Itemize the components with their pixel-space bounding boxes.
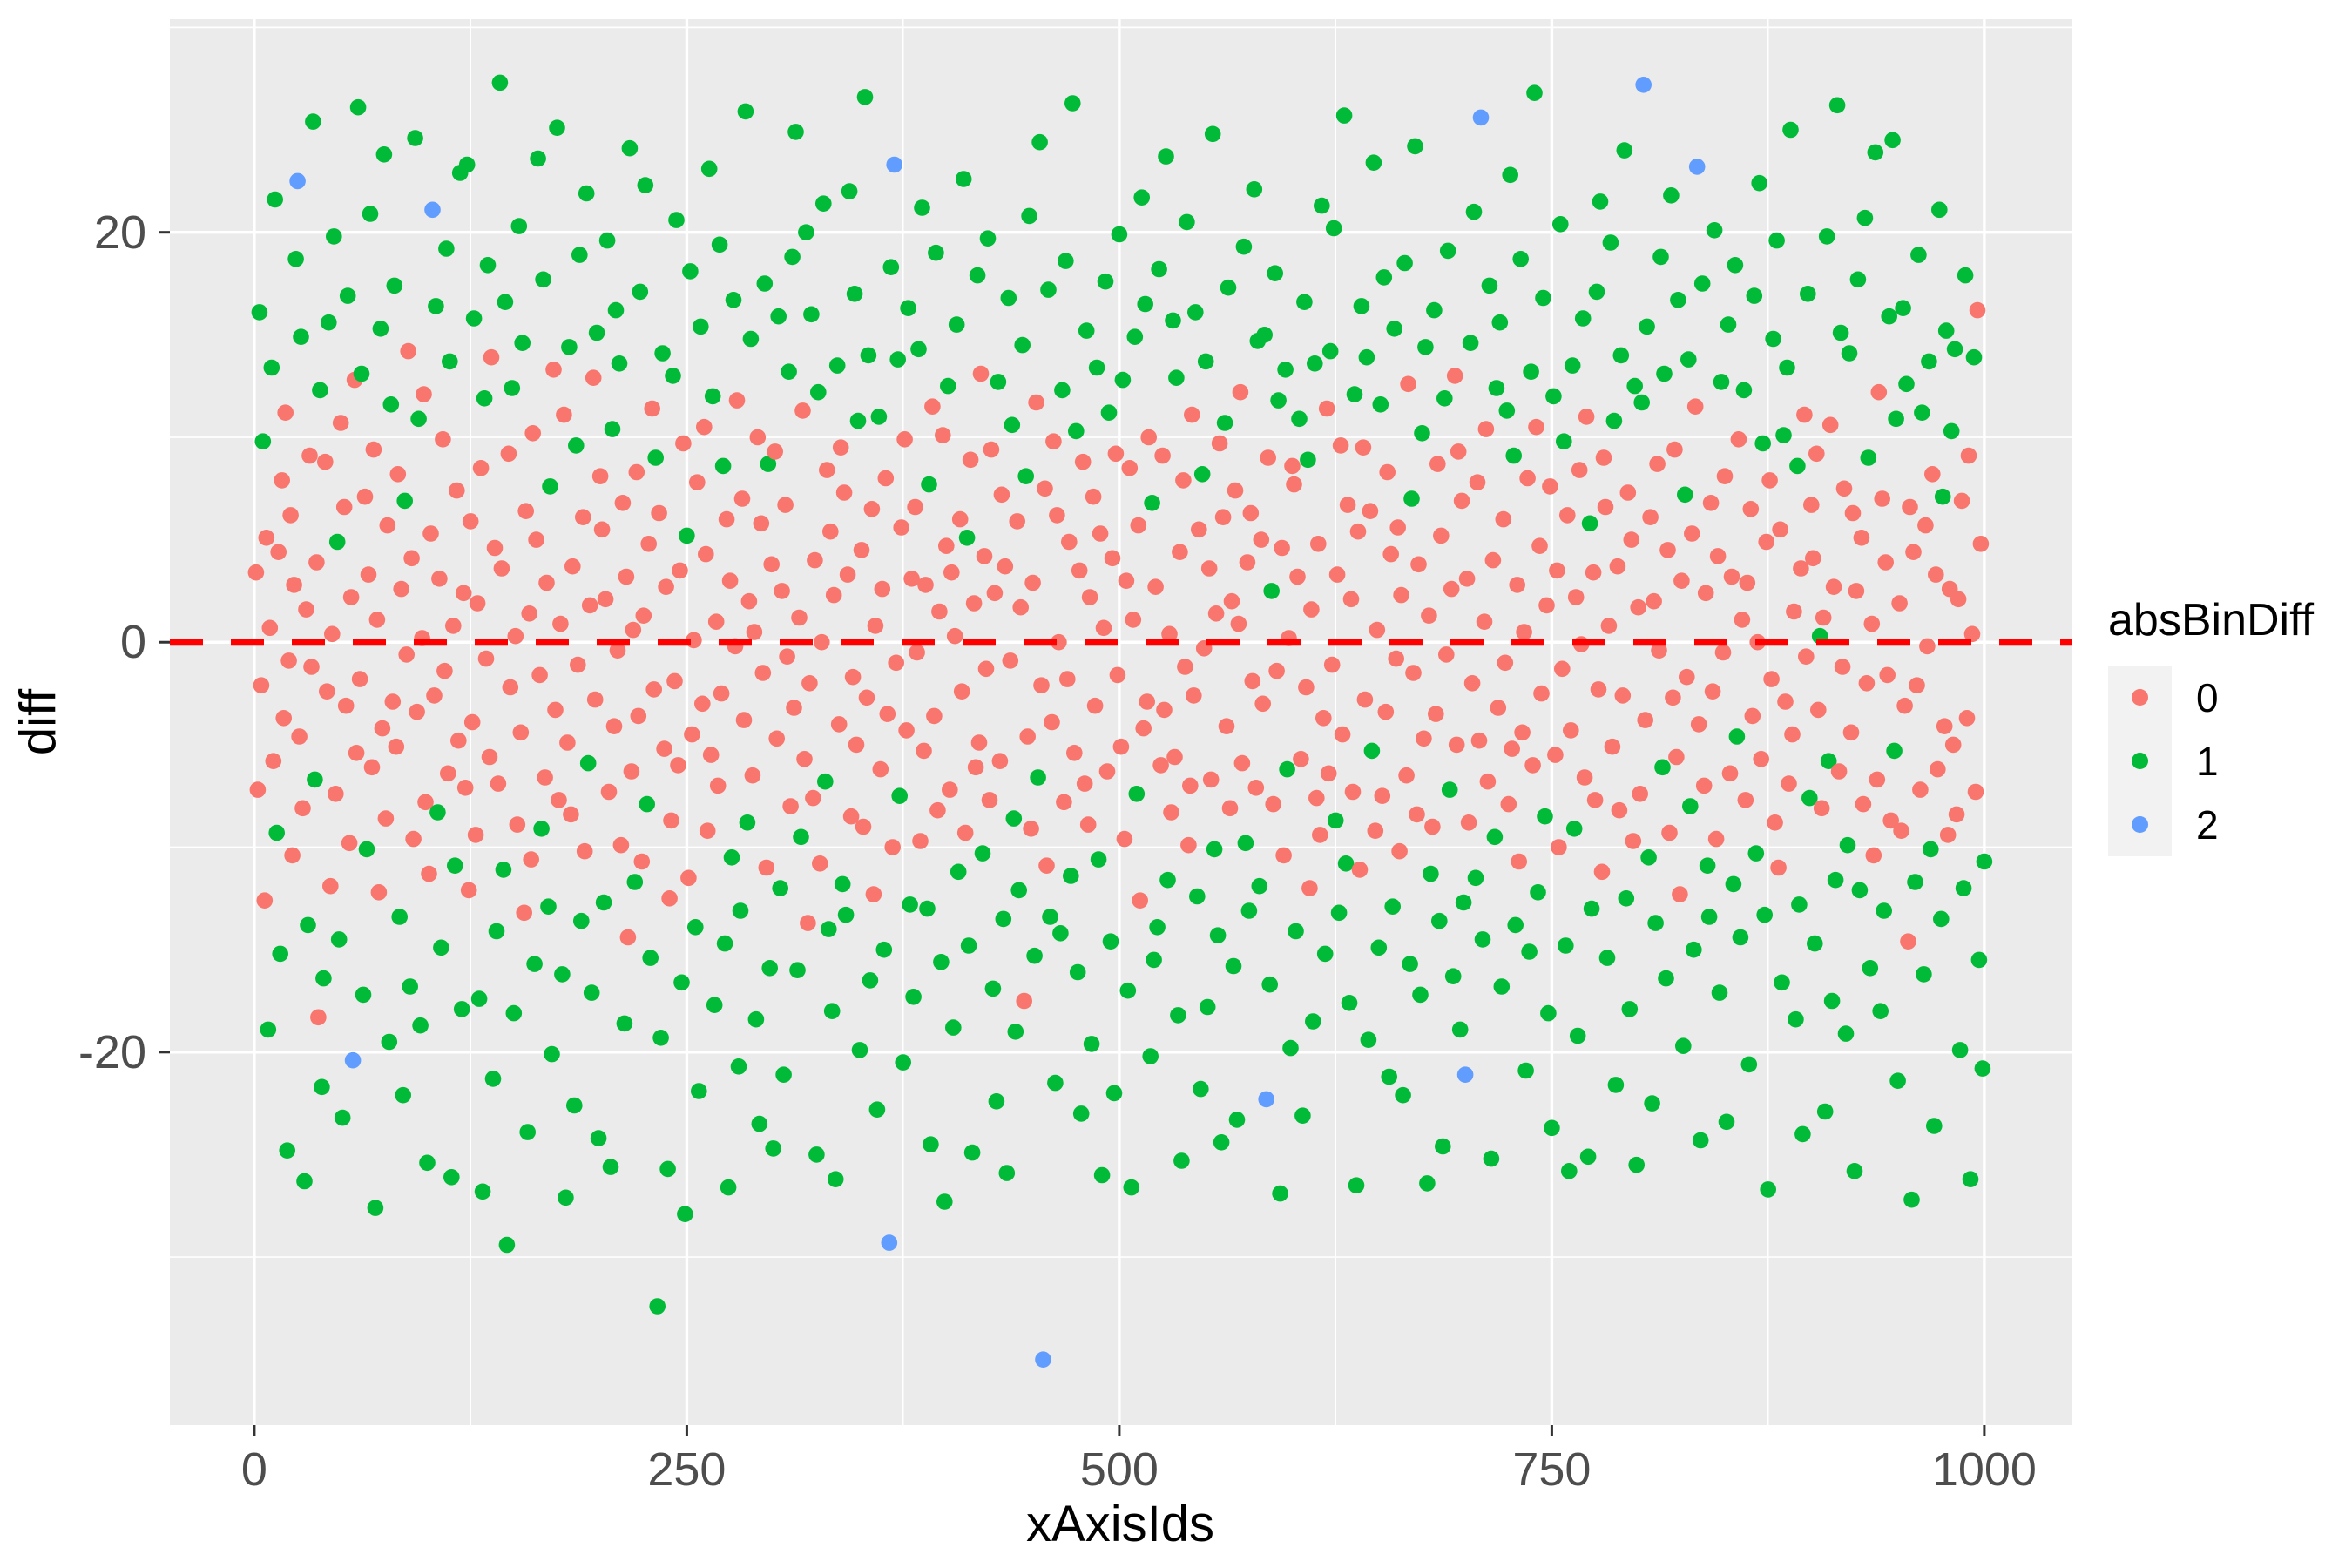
legend-entry-2: 2 <box>2108 793 2314 856</box>
points-layer <box>247 74 1993 1368</box>
legend-label: 2 <box>2196 801 2219 848</box>
x-tick-label: 250 <box>647 1443 727 1496</box>
legend-dot-blue-icon <box>2132 816 2148 833</box>
legend-entry-1: 1 <box>2108 729 2314 793</box>
legend-label: 0 <box>2196 674 2219 720</box>
x-axis-title: xAxisIds <box>1026 1496 1214 1552</box>
legend: absBinDiff 0 1 2 <box>2108 594 2314 856</box>
y-tick-label: 20 <box>93 206 146 259</box>
legend-key <box>2108 793 2172 856</box>
legend-label: 1 <box>2196 738 2219 784</box>
legend-title: absBinDiff <box>2108 595 2315 645</box>
legend-dot-red-icon <box>2132 689 2148 706</box>
x-tick-label: 1000 <box>1931 1443 2037 1496</box>
legend-dot-green-icon <box>2132 753 2148 769</box>
x-tick-label: 750 <box>1512 1443 1592 1496</box>
legend-key <box>2108 729 2172 793</box>
y-tick-label: 0 <box>119 616 146 669</box>
x-tick-label: 0 <box>240 1443 267 1496</box>
x-tick-label: 500 <box>1079 1443 1159 1496</box>
y-tick-label: -20 <box>78 1025 146 1078</box>
legend-entry-0: 0 <box>2108 666 2314 729</box>
legend-key <box>2108 666 2172 729</box>
y-axis-title: diff <box>10 688 67 756</box>
